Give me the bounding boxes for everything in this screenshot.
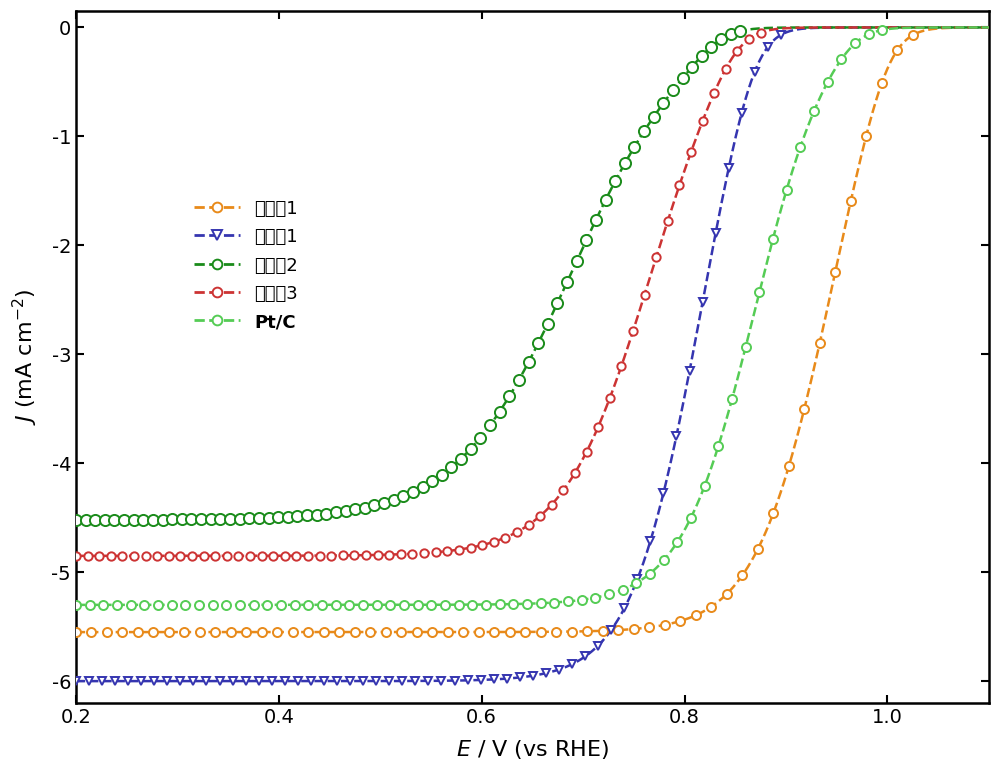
Legend: 实施例1, 对比例1, 对比例2, 对比例3, Pt/C: 实施例1, 对比例1, 对比例2, 对比例3, Pt/C [194,200,298,331]
X-axis label: $E$ / V (vs RHE): $E$ / V (vs RHE) [456,738,609,761]
Y-axis label: $J$ (mA cm$^{-2}$): $J$ (mA cm$^{-2}$) [11,289,40,425]
